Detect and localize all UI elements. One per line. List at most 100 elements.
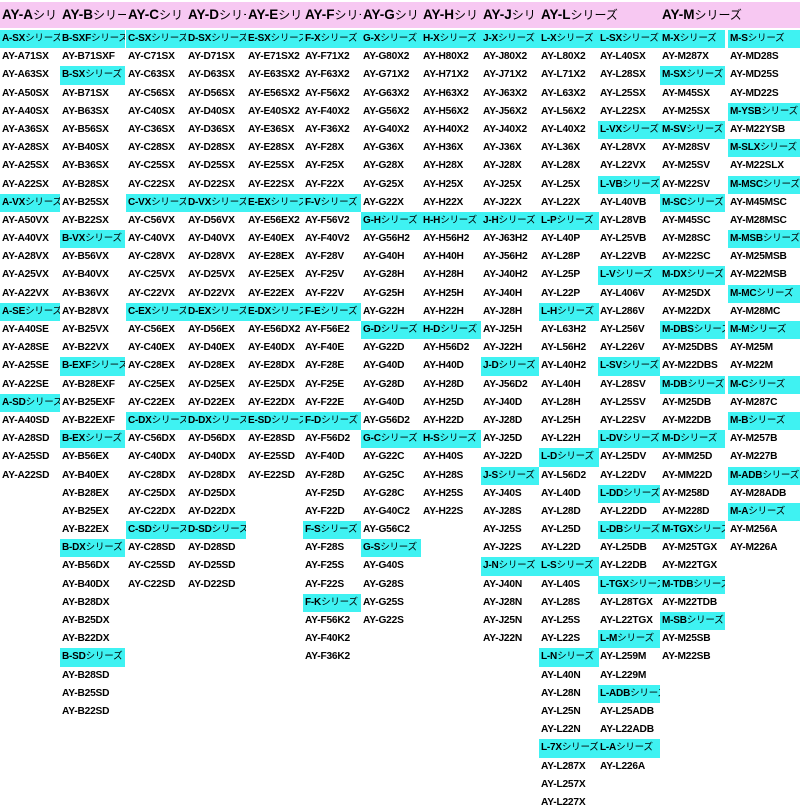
model-number: AY-A36SX — [2, 123, 49, 135]
model-number: AY-M45MSC — [730, 196, 787, 208]
model-number: AY-A50SX — [2, 87, 49, 99]
model-number: AY-C40DX — [128, 451, 176, 463]
column-e: E-SXシリーズ AY-E71SX2 AY-E63SX2 AY-E56SX2 AY-E4… — [246, 30, 303, 485]
model-number: AY-L28SX — [600, 69, 646, 81]
model-number: AY-E40DX — [248, 342, 295, 354]
model-number: AY-D63SX — [188, 69, 235, 81]
model-number: AY-E40EX — [248, 233, 295, 245]
model-number: AY-L22H — [541, 433, 581, 445]
model-number: AY-C25VX — [128, 269, 175, 281]
model-number: AY-C36SX — [128, 123, 175, 135]
model-number: AY-C25EX — [128, 378, 175, 390]
series-label: L-DVシリーズ — [598, 430, 660, 449]
model-number: AY-M22SB — [662, 651, 711, 663]
model-number: AY-L286V — [600, 305, 645, 317]
header-ay-e: AY-Eシリ — [246, 2, 303, 28]
model-number: AY-M25DX — [662, 287, 711, 299]
series-label: A-VXシリーズ — [0, 193, 60, 212]
model-number: AY-C22SD — [128, 578, 176, 590]
model-number: AY-D22EX — [188, 396, 235, 408]
model-number: AY-D36SX — [188, 123, 235, 135]
model-number: AY-M25SV — [662, 160, 710, 172]
model-number: AY-L56H2 — [541, 342, 587, 354]
model-number: AY-G25S — [363, 596, 404, 608]
model-number: AY-J28X — [483, 160, 522, 172]
model-number: AY-L40SX — [600, 51, 646, 63]
series-label: L-Dシリーズ — [539, 448, 599, 467]
model-number: AY-L28D — [541, 505, 581, 517]
model-number: AY-L63H2 — [541, 324, 587, 335]
column-d: D-SXシリーズ AY-D71SX AY-D63SX AY-D56SX AY-D40SX… — [186, 30, 246, 594]
model-number: AY-B56SX — [62, 123, 109, 135]
model-number: AY-E28DX — [248, 360, 295, 372]
series-label: F-Vシリーズ — [303, 193, 361, 212]
model-number: AY-B22EX — [62, 524, 109, 536]
model-number: AY-M25M — [730, 342, 773, 354]
model-number: AY-F56D2 — [305, 433, 351, 445]
model-number: AY-L56X2 — [541, 105, 586, 117]
model-number: AY-G56X2 — [363, 105, 410, 117]
header-ay-d: AY-Dシリー — [186, 2, 246, 28]
header-ay-c: AY-Cシリ — [126, 2, 186, 28]
model-number: AY-B40VX — [62, 269, 109, 281]
series-label: J-Dシリーズ — [481, 357, 539, 376]
model-number: AY-L406V — [600, 287, 645, 299]
model-number: AY-L40D — [541, 487, 581, 499]
model-number: AY-H40S — [423, 451, 464, 463]
series-label: H-Dシリーズ — [421, 321, 481, 340]
model-number: AY-A63SX — [2, 69, 49, 81]
model-number: AY-F56E2 — [305, 324, 350, 335]
model-number: AY-J25X — [483, 178, 522, 190]
series-label: M-DBシリーズ — [660, 375, 725, 394]
model-number: AY-D56SX — [188, 87, 235, 99]
model-number: AY-D25DX — [188, 487, 236, 499]
series-label: M-SBシリーズ — [660, 612, 725, 631]
model-number: AY-D28DX — [188, 469, 236, 481]
model-number: AY-B25EX — [62, 505, 109, 517]
series-label: L-Pシリーズ — [539, 211, 599, 231]
model-number: AY-F56K2 — [305, 615, 351, 626]
model-number: AY-M287X — [662, 51, 709, 63]
model-number: AY-D40VX — [188, 233, 235, 245]
model-number: AY-L227X — [541, 796, 586, 808]
model-number: AY-D28EX — [188, 360, 235, 372]
series-label: C-DXシリーズ — [126, 411, 186, 431]
model-number: AY-L259M — [600, 651, 647, 663]
series-label: H-Hシリーズ — [421, 211, 481, 231]
model-number: AY-B22SD — [62, 705, 110, 717]
model-number: AY-C28SX — [128, 142, 175, 154]
series-label: A-SEシリーズ — [0, 302, 60, 321]
model-number: AY-M25DB — [662, 396, 711, 408]
model-number: AY-A50VX — [2, 214, 49, 226]
model-number: AY-F36K2 — [305, 651, 351, 663]
series-label: L-ADBシリーズ — [598, 684, 660, 703]
model-number: AY-J28S — [483, 505, 522, 517]
model-number: AY-C40VX — [128, 233, 175, 245]
column-j: J-Xシリーズ AY-J80X2 AY-J71X2 AY-J63X2 AY-J56X2 A… — [481, 30, 539, 648]
model-number: AY-F56V2 — [305, 214, 350, 226]
model-number: AY-L22VX — [600, 160, 646, 172]
model-number: AY-F71X2 — [305, 51, 350, 63]
model-number: AY-G25C — [363, 469, 405, 481]
model-number: AY-J25N — [483, 615, 522, 626]
model-number: AY-D25SX — [188, 160, 235, 172]
model-number: AY-J56D2 — [483, 378, 528, 390]
model-number: AY-J28H — [483, 305, 522, 317]
series-label: M-Cシリーズ — [728, 375, 800, 394]
model-number: AY-B28VX — [62, 305, 109, 317]
model-number: AY-G40H — [363, 251, 405, 263]
model-number: AY-J63H2 — [483, 233, 528, 245]
model-number: AY-F28D — [305, 469, 345, 481]
model-number: AY-H40X2 — [423, 123, 469, 135]
model-number: AY-F40V2 — [305, 233, 350, 245]
series-label: M-ADBシリーズ — [728, 466, 800, 485]
series-label: B-EXシリーズ — [60, 430, 125, 449]
series-label: C-SXシリーズ — [126, 30, 186, 49]
model-number: AY-M22SV — [662, 178, 710, 190]
model-number: AY-F40K2 — [305, 633, 351, 645]
model-number: AY-C28VX — [128, 251, 175, 263]
series-label: F-Kシリーズ — [303, 593, 361, 612]
model-number: AY-D25EX — [188, 378, 235, 390]
model-number: AY-C56EX — [128, 324, 175, 335]
